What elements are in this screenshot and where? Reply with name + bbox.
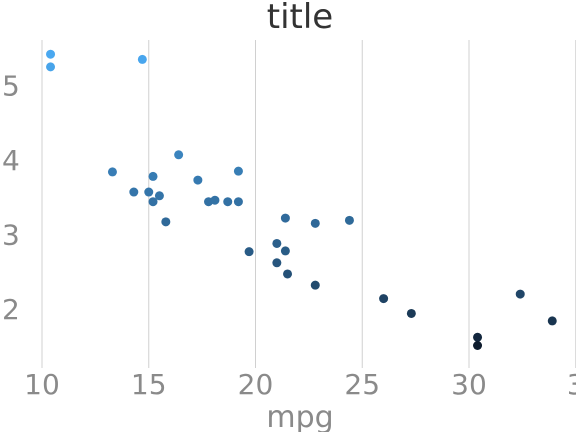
x-tick-label: 25 xyxy=(344,368,380,401)
x-tick-label: 20 xyxy=(238,368,274,401)
data-point xyxy=(210,195,220,205)
data-point xyxy=(144,187,154,197)
data-point xyxy=(129,187,139,197)
data-point xyxy=(272,258,282,268)
data-point xyxy=(148,171,158,181)
y-tick-label: 3 xyxy=(2,219,20,252)
data-point xyxy=(107,167,117,177)
data-point xyxy=(473,332,483,342)
data-point xyxy=(233,197,243,207)
data-point xyxy=(280,213,290,223)
data-point xyxy=(406,308,416,318)
data-point xyxy=(148,197,158,207)
data-point xyxy=(223,197,233,207)
data-point xyxy=(46,49,56,59)
data-point xyxy=(379,294,389,304)
data-point xyxy=(161,217,171,227)
y-tick-label: 4 xyxy=(2,144,20,177)
data-point xyxy=(137,54,147,64)
data-point xyxy=(547,316,557,326)
data-point xyxy=(515,289,525,299)
y-tick-labels: 2 3 4 5 xyxy=(2,70,20,327)
data-point xyxy=(283,269,293,279)
data-point xyxy=(154,191,164,201)
data-points xyxy=(46,49,557,351)
data-point xyxy=(344,215,354,225)
data-point xyxy=(310,218,320,228)
y-tick-label: 2 xyxy=(2,293,20,326)
x-tick-labels: 10 15 20 25 30 3 xyxy=(24,368,576,401)
data-point xyxy=(46,62,56,72)
data-point xyxy=(272,238,282,248)
data-point xyxy=(244,247,254,257)
data-point xyxy=(233,166,243,176)
x-tick-label: 10 xyxy=(24,368,60,401)
y-tick-label: 5 xyxy=(2,70,20,103)
x-tick-label: 3 xyxy=(567,368,576,401)
chart-title: title xyxy=(267,0,333,37)
data-point xyxy=(280,246,290,256)
x-tick-label: 15 xyxy=(131,368,167,401)
x-axis-title: mpg xyxy=(266,400,333,432)
gridlines xyxy=(41,40,576,368)
data-point xyxy=(174,150,184,160)
x-tick-label: 30 xyxy=(451,368,487,401)
data-point xyxy=(193,175,203,185)
data-point xyxy=(473,341,483,351)
data-point xyxy=(310,280,320,290)
